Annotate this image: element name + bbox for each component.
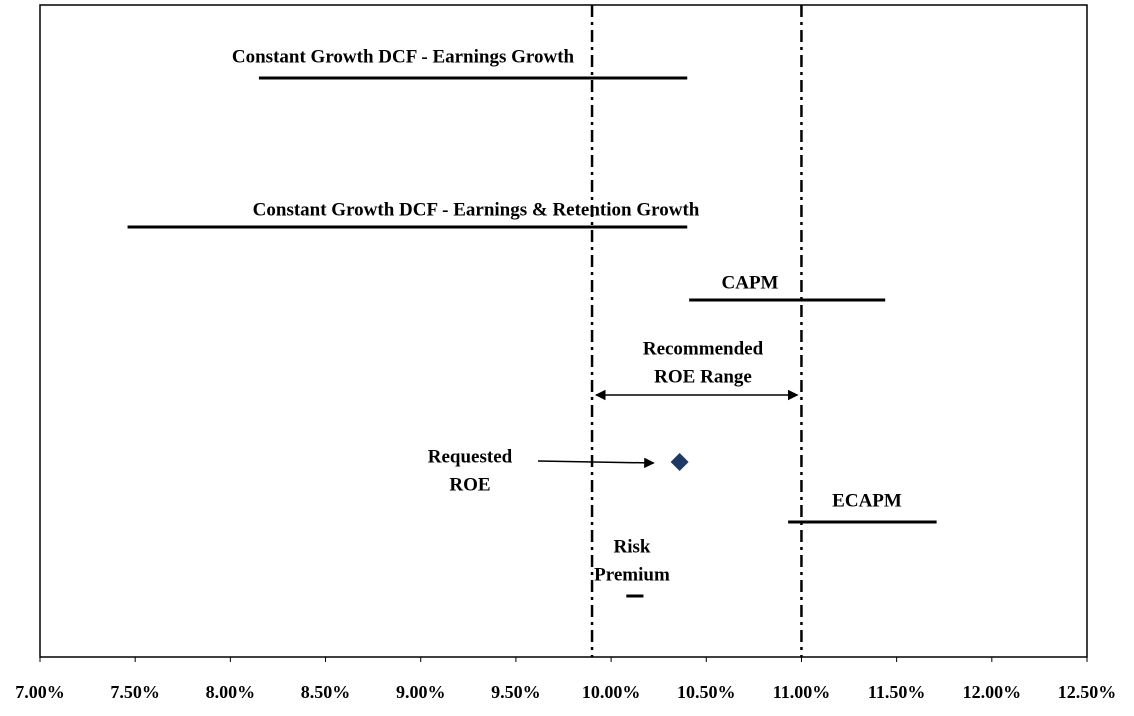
x-tick-label: 12.50% xyxy=(1058,682,1117,702)
x-tick-label: 8.00% xyxy=(206,682,256,702)
x-tick-label: 9.00% xyxy=(396,682,446,702)
x-tick-label: 12.00% xyxy=(963,682,1022,702)
range-label: Risk xyxy=(614,536,651,557)
x-tick-label: 10.00% xyxy=(582,682,641,702)
band-label: Recommended xyxy=(643,338,764,359)
x-tick-label: 11.00% xyxy=(773,682,831,702)
range-label: Constant Growth DCF - Earnings Growth xyxy=(232,46,575,67)
x-tick-label: 7.50% xyxy=(110,682,160,702)
range-label: Constant Growth DCF - Earnings & Retenti… xyxy=(253,199,700,220)
x-tick-label: 7.00% xyxy=(15,682,65,702)
band-label: ROE Range xyxy=(654,366,752,387)
point-marker xyxy=(670,453,689,471)
x-tick-label: 8.50% xyxy=(301,682,351,702)
point-label: ROE xyxy=(449,474,490,495)
x-tick-label: 11.50% xyxy=(868,682,926,702)
plot-area xyxy=(39,4,1088,658)
point-label: Requested xyxy=(428,446,513,467)
point-arrow xyxy=(537,457,655,469)
range-label: CAPM xyxy=(722,272,779,293)
range-label: Premium xyxy=(594,564,670,585)
x-tick-label: 10.50% xyxy=(677,682,736,702)
range-label: ECAPM xyxy=(832,490,902,511)
x-tick-label: 9.50% xyxy=(491,682,541,702)
